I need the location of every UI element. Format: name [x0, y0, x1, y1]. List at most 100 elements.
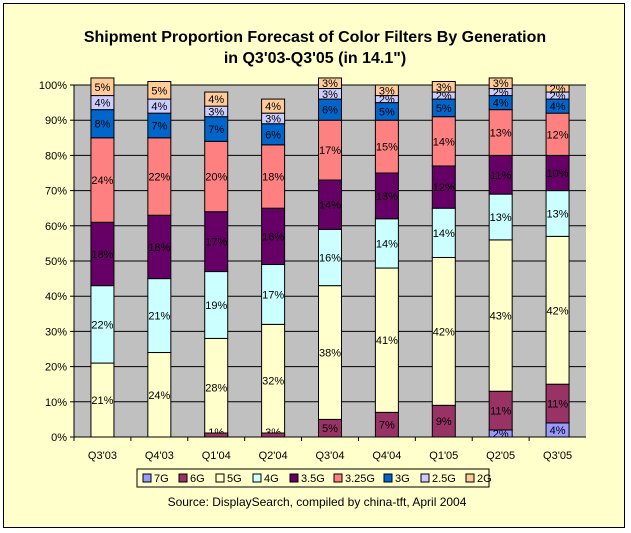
data-label: 5%: [379, 106, 395, 118]
data-label: 4%: [151, 101, 167, 113]
data-label: 13%: [490, 212, 512, 224]
legend-swatch-6g: [178, 473, 188, 483]
data-label: 22%: [91, 319, 113, 331]
bar-segment-2g-q303: [90, 77, 115, 97]
data-label: 38%: [319, 348, 341, 360]
data-label: 4%: [550, 425, 566, 437]
bar-segment-2g-q404: [374, 84, 399, 97]
source-note: Source: DisplaySearch, compiled by china…: [168, 495, 467, 509]
data-label: 21%: [148, 311, 170, 323]
legend-swatch-4g: [252, 473, 262, 483]
data-label: 18%: [91, 249, 113, 261]
data-label: 2%: [379, 94, 395, 106]
data-label: 4%: [265, 101, 281, 113]
bar-segment-2g-q403: [147, 80, 172, 100]
data-label: 7%: [379, 420, 395, 432]
x-axis-labels: Q3'03 Q4'03 Q1'04 Q2'04 Q3'04 Q4'04 Q1'05 Q2'05…: [73, 437, 572, 462]
data-label: 41%: [376, 335, 398, 347]
y-tick-label: 40%: [45, 291, 67, 303]
data-label: 2%: [436, 91, 452, 103]
data-label: 4%: [493, 98, 509, 110]
data-label: 2%: [550, 91, 566, 103]
x-tick-label: Q4'03: [145, 450, 174, 462]
legend-label-2g: 2G: [477, 473, 492, 485]
data-label: 7%: [151, 120, 167, 132]
legend-label-6g: 6G: [190, 473, 205, 485]
data-label: 18%: [148, 242, 170, 254]
data-label: 3%: [436, 82, 452, 94]
x-tick-label: Q3'04: [315, 450, 344, 462]
legend-label-3-25g: 3.25G: [345, 473, 375, 485]
bar-segment-2g-q104: [204, 91, 229, 107]
data-label: 28%: [205, 383, 227, 395]
data-label: 2%: [550, 84, 566, 96]
chart-subtitle: in Q3'03-Q3'05 (in 14.1"): [224, 50, 406, 67]
legend-swatch-3-5g: [289, 473, 299, 483]
x-tick-label: Q1'05: [429, 450, 458, 462]
data-label: 5%: [436, 103, 452, 115]
data-label: 42%: [433, 326, 455, 338]
bars: 21% 22% 18% 24% 8% 4% 5% 24% 21% 18% 22% 7% 4% 5% 28% 1…: [90, 77, 570, 440]
x-tick-label: Q2'05: [486, 450, 515, 462]
data-label: 16%: [319, 252, 341, 264]
data-label: 2%: [493, 428, 509, 440]
data-label: 19%: [205, 300, 227, 312]
data-label: 10%: [547, 168, 569, 180]
data-label: 4%: [94, 98, 110, 110]
legend-swatch-2-5g: [420, 473, 430, 483]
legend-swatch-3-25g: [333, 473, 343, 483]
data-label: 3%: [322, 78, 338, 90]
data-label: 9%: [436, 416, 452, 428]
x-tick-label: Q3'03: [88, 450, 117, 462]
bar-segment-2g-q305: [545, 84, 570, 93]
data-label: 14%: [319, 200, 341, 212]
data-label: 11%: [547, 399, 568, 411]
y-tick-label: 90%: [45, 115, 67, 127]
x-tick-label: Q1'04: [202, 450, 231, 462]
data-label: 14%: [376, 238, 398, 250]
y-axis-labels: 0% 10% 20% 30% 40% 50% 60% 70% 80% 90% 100%: [39, 80, 67, 444]
y-tick-label: 0%: [51, 432, 67, 444]
x-tick-label: Q3'05: [543, 450, 572, 462]
legend-swatch-7g: [142, 473, 152, 483]
y-tick-label: 100%: [39, 80, 67, 92]
data-label: 3%: [208, 106, 224, 118]
legend-label-2-5g: 2.5G: [432, 473, 456, 485]
y-tick-label: 80%: [45, 150, 67, 162]
data-label: 13%: [376, 191, 398, 203]
chart-frame: Shipment Proportion Forecast of Color Fi…: [3, 3, 625, 528]
bar-segment-2g-q204: [261, 98, 286, 114]
chart-title: Shipment Proportion Forecast of Color Fi…: [84, 29, 546, 46]
y-tick-label: 50%: [45, 256, 67, 268]
data-label: 5%: [151, 85, 167, 97]
bar-segment-2g-q105: [431, 80, 456, 93]
data-label: 21%: [91, 395, 113, 407]
data-label: 17%: [319, 145, 341, 157]
data-label: 18%: [262, 172, 284, 184]
y-tick-label: 60%: [45, 221, 67, 233]
data-label: 11%: [490, 406, 511, 418]
y-tick-label: 30%: [45, 326, 67, 338]
data-label: 3%: [265, 113, 281, 125]
legend-swatch-3g: [383, 473, 393, 483]
y-tick-label: 10%: [45, 397, 67, 409]
data-label: 5%: [94, 82, 110, 94]
legend-label-4g: 4G: [264, 473, 279, 485]
data-label: 12%: [547, 129, 569, 141]
data-label: 7%: [208, 124, 224, 136]
data-label: 3%: [322, 89, 338, 101]
legend-box: [136, 468, 490, 488]
data-label: 24%: [148, 390, 170, 402]
y-tick-label: 20%: [45, 362, 67, 374]
data-label: 14%: [433, 228, 455, 240]
data-label: 2%: [493, 87, 509, 99]
data-label: 6%: [265, 129, 281, 141]
data-label: 13%: [490, 128, 512, 140]
legend-swatch-5g: [215, 473, 225, 483]
data-label: 6%: [322, 105, 338, 117]
x-tick-label: Q2'04: [259, 450, 288, 462]
data-label: 5%: [322, 423, 338, 435]
legend: 7G 6G 5G 4G 3.5G 3.25G 3G 2.5G 2G: [136, 468, 492, 488]
data-label: 43%: [490, 311, 512, 323]
data-label: 3%: [379, 85, 395, 97]
